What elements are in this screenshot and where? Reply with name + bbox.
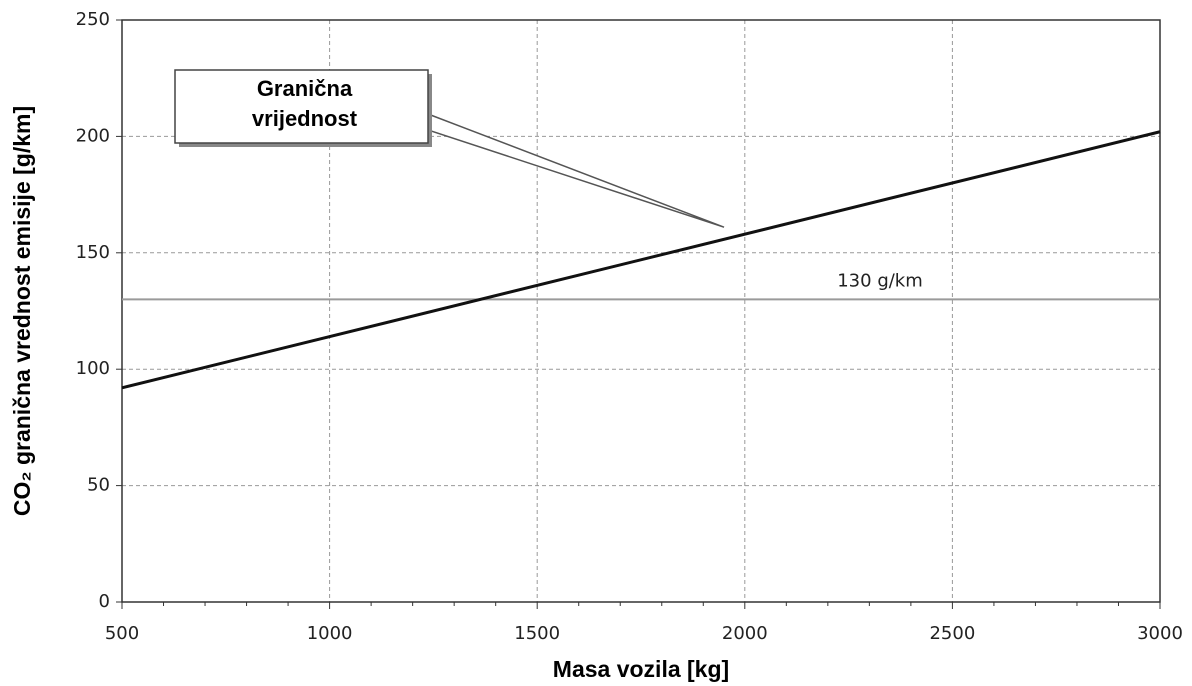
y-tick-label: 0 (99, 591, 110, 612)
x-tick-label: 3000 (1137, 623, 1183, 644)
callout (427, 112, 725, 228)
y-axis-title: CO₂ granična vrednost emisije [g/km] (9, 106, 35, 516)
y-tick-label: 200 (76, 125, 110, 146)
x-tick-label: 1500 (514, 623, 560, 644)
x-axis-title: Masa vozila [kg] (553, 656, 729, 682)
annotation-text: Granična (257, 76, 353, 101)
y-tick-label: 50 (87, 475, 110, 496)
data-line (121, 130, 1161, 390)
x-tick-label: 2500 (929, 623, 975, 644)
y-tick-label: 250 (76, 9, 110, 30)
reference-label: 130 g/km (837, 270, 923, 291)
y-tick-label: 100 (76, 358, 110, 379)
x-tick-label: 2000 (722, 623, 768, 644)
plot-frame (121, 19, 1161, 603)
y-tick-label: 150 (76, 242, 110, 263)
annotation-text: vrijednost (252, 106, 358, 131)
x-tick-label: 500 (105, 623, 139, 644)
x-tick-label: 1000 (307, 623, 353, 644)
annotation-box (174, 69, 429, 144)
